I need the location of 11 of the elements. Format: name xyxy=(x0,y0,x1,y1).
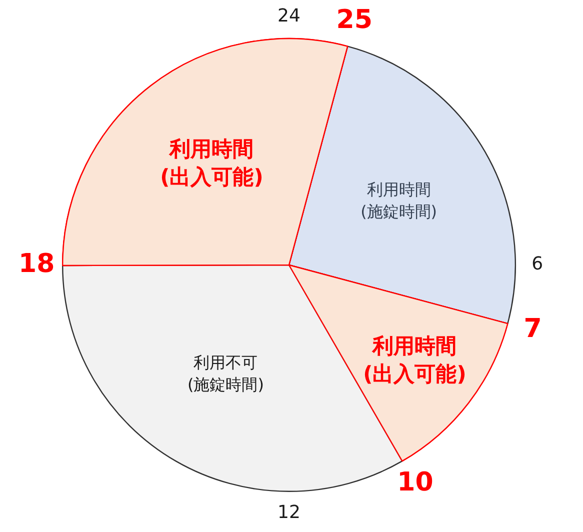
text: 18 xyxy=(18,248,55,279)
slice-label: 利用不可 (施錠時間) xyxy=(187,353,264,394)
text: 7 xyxy=(524,314,542,344)
slice-label: 利用時間 (出入可能) xyxy=(160,136,264,189)
text: 24 xyxy=(278,5,300,26)
text: 25 xyxy=(336,4,372,35)
text: 10 xyxy=(397,467,434,498)
slice-label: 利用時間 (出入可能) xyxy=(363,334,466,386)
text: 12 xyxy=(278,502,300,524)
slice-label: 利用時間 (施錠時間) xyxy=(360,180,438,221)
text: 6 xyxy=(532,254,544,275)
